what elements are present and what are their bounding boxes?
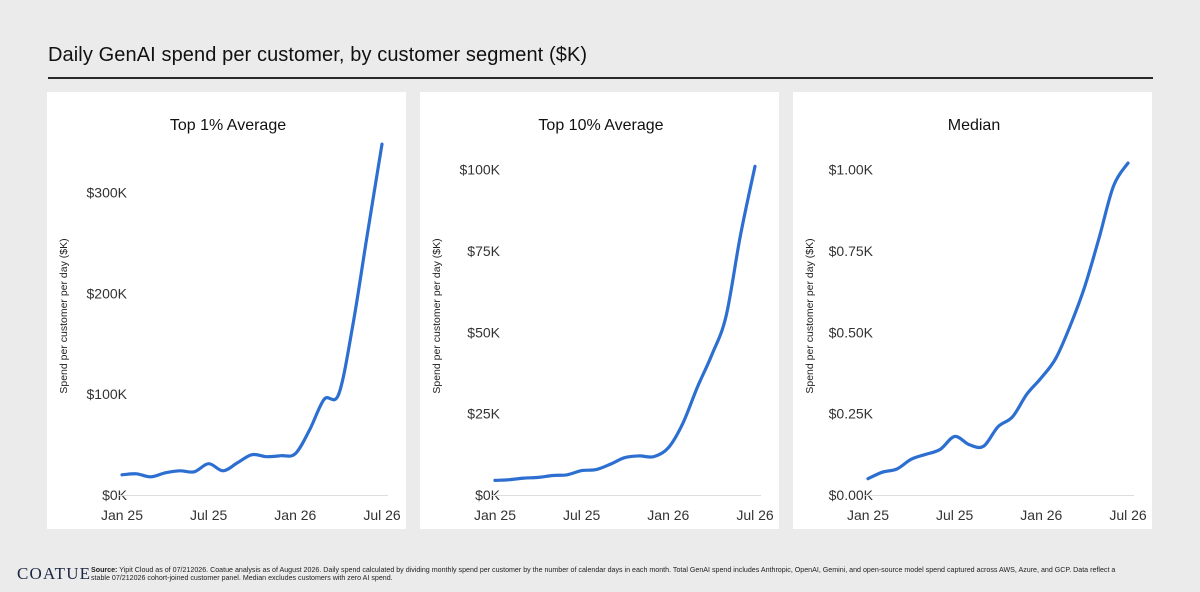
chart-top10-title: Top 10% Average xyxy=(538,117,663,134)
chart-top1-ytick-label: $300K xyxy=(87,184,128,200)
chart-median-ytick-label: $0.75K xyxy=(829,243,874,259)
chart-top10-ytick-label: $25K xyxy=(467,406,500,422)
chart-top1-ytick-label: $200K xyxy=(87,285,128,301)
source-note: Source: Yipit Cloud as of 07/212026. Coa… xyxy=(91,566,1131,583)
chart-median-xtick-label: Jul 25 xyxy=(936,507,974,523)
chart-median-xtick-label: Jul 26 xyxy=(1109,507,1147,523)
source-label: Source: xyxy=(91,566,118,574)
chart-top1-xtick-label: Jul 26 xyxy=(363,507,401,523)
chart-top1-xtick-label: Jan 25 xyxy=(101,507,143,523)
chart-median-svg: Median Spend per customer per day ($K) $0.… xyxy=(804,117,1147,523)
chart-top10-ytick-label: $50K xyxy=(467,324,500,340)
chart-top10-ytick-label: $0K xyxy=(475,487,501,503)
title-divider xyxy=(48,77,1153,79)
chart-top10-xtick-label: Jul 25 xyxy=(563,507,601,523)
chart-top1-ytick-label: $100K xyxy=(87,386,128,402)
chart-median-series-line xyxy=(866,161,1130,481)
chart-top10-xtick-label: Jan 25 xyxy=(474,507,516,523)
chart-top10-ytick-label: $100K xyxy=(460,162,501,178)
chart-median-ytick-label: $0.50K xyxy=(829,324,874,340)
chart-top1-svg: Top 1% Average Spend per customer per day… xyxy=(58,117,401,523)
chart-top10-ytick-label: $75K xyxy=(467,243,500,259)
chart-median-xtick-label: Jan 26 xyxy=(1020,507,1062,523)
chart-top1-xtick-label: Jan 26 xyxy=(274,507,316,523)
chart-top1-xtick-label: Jul 25 xyxy=(190,507,228,523)
page-title: Daily GenAI spend per customer, by custo… xyxy=(48,44,588,66)
chart-median-title: Median xyxy=(948,117,1000,134)
chart-panel-top10: Top 10% Average Spend per customer per da… xyxy=(420,92,779,529)
chart-top10-ylabel: Spend per customer per day ($K) xyxy=(431,238,443,393)
chart-median-xtick-label: Jan 25 xyxy=(847,507,889,523)
chart-panel-median: Median Spend per customer per day ($K) $0.… xyxy=(793,92,1152,529)
chart-panel-top1: Top 1% Average Spend per customer per day… xyxy=(47,92,406,529)
chart-top1-ytick-label: $0K xyxy=(102,487,128,503)
chart-median-ytick-label: $0.25K xyxy=(829,406,874,422)
chart-top1-title: Top 1% Average xyxy=(170,117,286,134)
chart-top10-xtick-label: Jan 26 xyxy=(647,507,689,523)
chart-top10-svg: Top 10% Average Spend per customer per da… xyxy=(431,117,774,523)
chart-median-ytick-label: $0.00K xyxy=(829,487,874,503)
source-text: Yipit Cloud as of 07/212026. Coatue anal… xyxy=(91,566,1116,583)
chart-top1-ylabel: Spend per customer per day ($K) xyxy=(58,238,70,393)
chart-top10-xtick-label: Jul 26 xyxy=(736,507,774,523)
chart-median-ytick-label: $1.00K xyxy=(829,162,874,178)
coatue-logo: COATUE xyxy=(17,564,92,583)
chart-top1-series-line xyxy=(120,142,384,479)
chart-top10-series-line xyxy=(493,164,757,482)
chart-median-ylabel: Spend per customer per day ($K) xyxy=(804,238,816,393)
